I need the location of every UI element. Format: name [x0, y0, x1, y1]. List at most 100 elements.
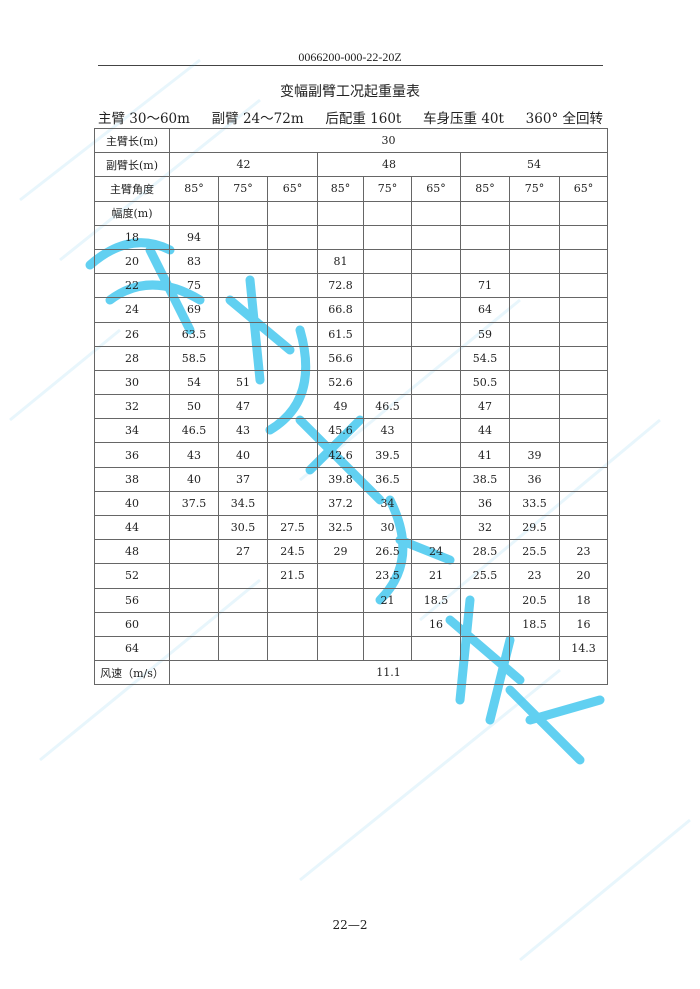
- table-row: 20 83 81: [94, 248, 609, 275]
- jib-value: 48: [317, 152, 461, 178]
- capacity-cell: [317, 224, 364, 250]
- radius-label: 幅度(m): [94, 200, 170, 226]
- capacity-cell: 43: [218, 418, 268, 444]
- capacity-cell: [411, 514, 461, 541]
- capacity-cell: 40: [169, 466, 219, 492]
- capacity-cell: 43: [363, 418, 412, 444]
- capacity-cell: [317, 611, 364, 637]
- capacity-cell: 81: [317, 248, 364, 275]
- capacity-cell: 26.5: [363, 539, 412, 565]
- capacity-cell: 56.6: [317, 345, 364, 371]
- capacity-cell: 38.5: [460, 466, 510, 492]
- capacity-cell: 18: [558, 587, 609, 613]
- table-row: 38 40 37 39.8 36.5 38.5 36: [94, 466, 609, 492]
- capacity-cell: [267, 273, 318, 299]
- capacity-cell: 29: [317, 539, 364, 565]
- radius-cell: 60: [94, 611, 170, 637]
- angle-row: 主臂角度 85° 75° 65° 85° 75° 65° 85° 75° 65°: [94, 176, 609, 202]
- capacity-cell: 64: [460, 297, 510, 323]
- capacity-cell: [169, 514, 219, 541]
- capacity-cell: 20.5: [509, 587, 560, 613]
- table-row: 30 54 51 52.6 50.5: [94, 369, 609, 396]
- capacity-cell: 37.2: [317, 490, 364, 517]
- capacity-cell: [411, 635, 461, 662]
- capacity-cell: [267, 466, 318, 492]
- capacity-cell: [363, 345, 412, 371]
- radius-cell: 20: [94, 248, 170, 275]
- capacity-cell: [218, 635, 268, 662]
- capacity-cell: [411, 224, 461, 250]
- jib-value: 54: [459, 152, 609, 178]
- radius-cell: 40: [94, 490, 170, 517]
- capacity-cell: [363, 321, 412, 347]
- main-boom-value: 30: [168, 127, 609, 154]
- capacity-cell: 25.5: [509, 539, 560, 565]
- capacity-cell: [267, 224, 318, 250]
- capacity-cell: [218, 224, 268, 250]
- capacity-cell: [558, 466, 609, 492]
- capacity-cell: [558, 490, 609, 517]
- jib-row: 副臂长(m) 42 48 54: [94, 152, 609, 178]
- capacity-cell: [363, 224, 412, 250]
- angle-label: 主臂角度: [94, 176, 170, 202]
- table-row: 48 27 24.5 29 26.5 24 28.5 25.5 23: [94, 539, 609, 565]
- table-row: 28 58.5 56.6 54.5: [94, 345, 609, 371]
- table-row: 22 75 72.8 71: [94, 273, 609, 299]
- capacity-cell: [558, 224, 609, 250]
- capacity-cell: 51: [218, 369, 268, 396]
- capacity-cell: 45.6: [317, 418, 364, 444]
- wind-speed-label: 风速（m/s）: [94, 660, 170, 686]
- page-number: 22—2: [332, 918, 368, 932]
- spec-line: 主臂 30～60m 副臂 24～72m 后配重 160t 车身压重 40t 36…: [98, 107, 603, 127]
- capacity-cell: 28.5: [460, 539, 510, 565]
- capacity-cell: [509, 635, 560, 662]
- capacity-cell: 37.5: [169, 490, 219, 517]
- capacity-cell: [558, 248, 609, 275]
- capacity-cell: [509, 369, 560, 396]
- capacity-cell: [169, 563, 219, 589]
- capacity-cell: [411, 369, 461, 396]
- capacity-cell: 59: [460, 321, 510, 347]
- angle-cell: 85°: [169, 176, 219, 202]
- capacity-cell: 94: [169, 224, 219, 250]
- spec-counterweight: 后配重 160t: [325, 111, 402, 127]
- capacity-cell: [509, 394, 560, 420]
- radius-cell: 30: [94, 369, 170, 396]
- capacity-cell: 58.5: [169, 345, 219, 371]
- capacity-cell: 71: [460, 273, 510, 299]
- empty-cell: [218, 200, 268, 226]
- capacity-cell: 23: [509, 563, 560, 589]
- capacity-cell: 49: [317, 394, 364, 420]
- capacity-cell: [509, 224, 560, 250]
- angle-cell: 85°: [317, 176, 364, 202]
- main-boom-row: 主臂长(m) 30: [94, 127, 609, 154]
- capacity-cell: 39.5: [363, 442, 412, 468]
- empty-cell: [267, 200, 318, 226]
- capacity-cell: [411, 466, 461, 492]
- document-number: 0066200-000-22-20Z: [298, 50, 402, 64]
- capacity-cell: [509, 248, 560, 275]
- capacity-cell: 36: [460, 490, 510, 517]
- load-chart-table: 主臂长(m) 30 副臂长(m) 42 48 54 主臂角度 85° 75° 65°…: [94, 127, 609, 686]
- capacity-cell: [169, 587, 219, 613]
- capacity-cell: 18.5: [411, 587, 461, 613]
- capacity-cell: [509, 345, 560, 371]
- capacity-cell: 27: [218, 539, 268, 565]
- capacity-cell: 32: [460, 514, 510, 541]
- capacity-cell: [267, 321, 318, 347]
- capacity-cell: 46.5: [169, 418, 219, 444]
- table-row: 26 63.5 61.5 59: [94, 321, 609, 347]
- capacity-cell: 46.5: [363, 394, 412, 420]
- capacity-cell: [509, 321, 560, 347]
- capacity-cell: [218, 248, 268, 275]
- capacity-cell: 36: [509, 466, 560, 492]
- capacity-cell: 30.5: [218, 514, 268, 541]
- capacity-cell: 52.6: [317, 369, 364, 396]
- capacity-cell: [317, 587, 364, 613]
- capacity-cell: 21: [411, 563, 461, 589]
- capacity-cell: 43: [169, 442, 219, 468]
- capacity-cell: 69: [169, 297, 219, 323]
- capacity-cell: [411, 345, 461, 371]
- jib-value: 42: [169, 152, 318, 178]
- capacity-cell: 32.5: [317, 514, 364, 541]
